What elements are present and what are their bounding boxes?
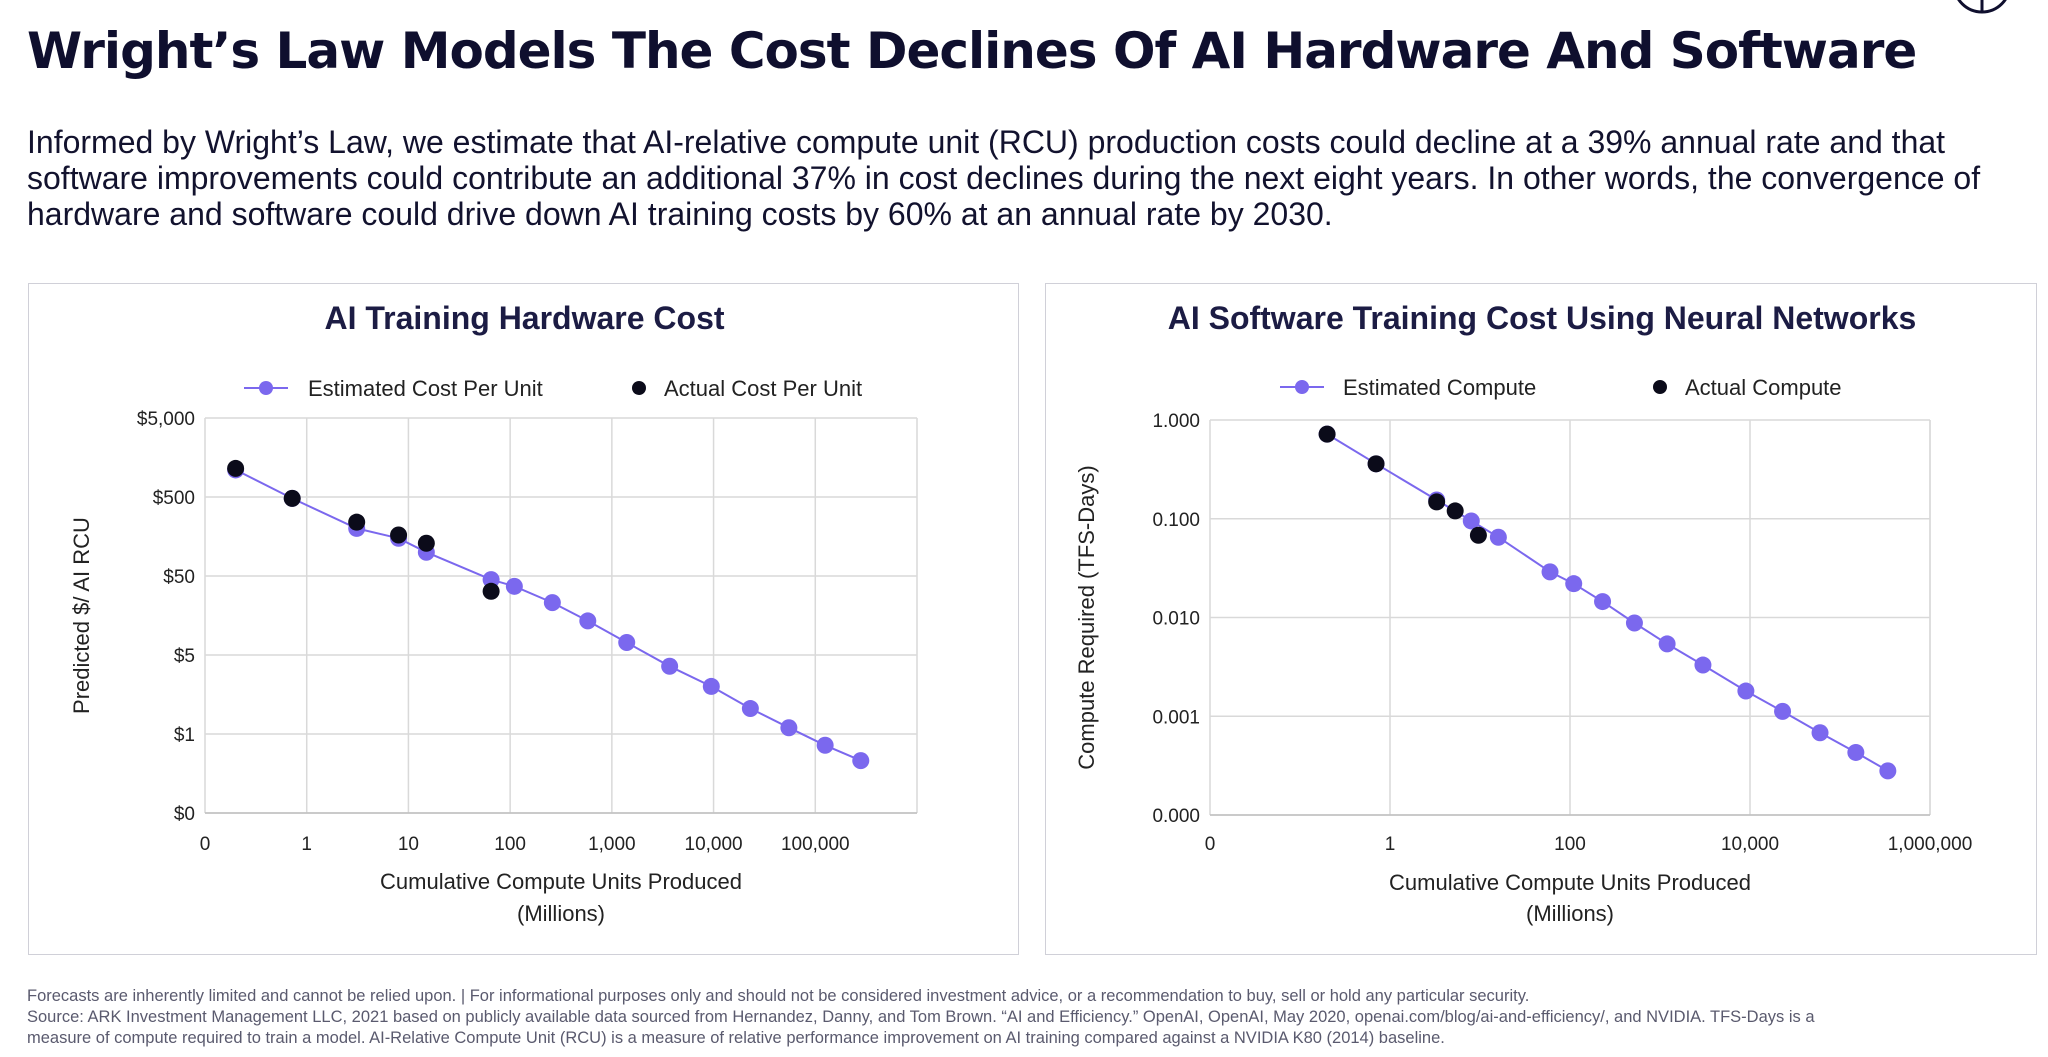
actual-data-point xyxy=(1469,526,1487,544)
estimated-data-point xyxy=(1565,575,1583,593)
source-text-continued: measure of compute required to train a m… xyxy=(27,1029,1445,1047)
x-tick-label: 0 xyxy=(200,834,211,855)
estimated-data-point xyxy=(702,677,720,695)
x-tick-label: 100 xyxy=(1554,834,1586,855)
legend-actual-marker xyxy=(632,381,646,395)
estimated-data-point xyxy=(741,700,759,718)
actual-data-point xyxy=(283,489,301,507)
estimated-data-point xyxy=(1774,702,1792,720)
x-tick-label: 100 xyxy=(494,834,526,855)
estimated-series-line xyxy=(235,469,862,762)
x-tick-label: 0 xyxy=(1205,834,1216,855)
actual-data-point xyxy=(1318,425,1336,443)
estimated-data-point xyxy=(618,633,636,651)
estimated-data-point xyxy=(1489,528,1507,546)
x-tick-label: 10,000 xyxy=(1721,834,1779,855)
y-tick-label: $50 xyxy=(163,567,195,588)
y-tick-label: 1.000 xyxy=(1152,411,1200,432)
brand-logo-icon xyxy=(1957,0,2007,14)
disclaimer-text: Forecasts are inherently limited and can… xyxy=(27,987,1530,1005)
x-tick-label: 1 xyxy=(301,834,312,855)
estimated-data-point xyxy=(505,577,523,595)
footer-notes: Forecasts are inherently limited and can… xyxy=(27,986,2027,1049)
estimated-data-point xyxy=(1847,743,1865,761)
y-axis-label: Compute Required (TFS-Days) xyxy=(1074,465,1099,769)
x-tick-label: 1,000 xyxy=(588,834,636,855)
x-axis-label: Cumulative Compute Units Produced xyxy=(1389,870,1751,895)
y-tick-label: 0.100 xyxy=(1152,510,1200,531)
y-tick-label: $1 xyxy=(174,725,195,746)
legend-actual-label: Actual Compute xyxy=(1685,375,1842,400)
y-tick-label: $5 xyxy=(174,646,195,667)
x-axis-label-units: (Millions) xyxy=(517,901,605,926)
estimated-data-point xyxy=(1694,656,1712,674)
legend-actual-marker xyxy=(1653,380,1667,394)
estimated-data-point xyxy=(1658,635,1676,653)
actual-data-point xyxy=(1428,493,1446,511)
actual-data-point xyxy=(390,526,408,544)
estimated-data-point xyxy=(852,752,870,770)
estimated-data-point xyxy=(1737,682,1755,700)
hardware-cost-chart-panel: AI Training Hardware Cost $0 $1 $5 $50 $500 $5… xyxy=(28,283,1019,955)
estimated-data-point xyxy=(579,612,597,630)
software-cost-chart-panel: AI Software Training Cost Using Neural N… xyxy=(1045,283,2037,955)
actual-data-point xyxy=(227,459,245,477)
legend-estimated-label: Estimated Compute xyxy=(1343,375,1536,400)
estimated-data-point xyxy=(661,657,679,675)
legend-estimated-marker xyxy=(1295,380,1309,394)
x-tick-label: 1 xyxy=(1385,834,1396,855)
estimated-data-point xyxy=(1462,512,1480,530)
estimated-data-point xyxy=(1879,762,1897,780)
x-tick-label: 10,000 xyxy=(685,834,743,855)
x-axis-label-units: (Millions) xyxy=(1526,901,1614,926)
estimated-data-point xyxy=(780,719,798,737)
x-tick-label: 100,000 xyxy=(781,834,850,855)
y-tick-label: $5,000 xyxy=(137,409,195,430)
estimated-data-point xyxy=(543,594,561,612)
estimated-data-point xyxy=(1541,563,1559,581)
y-tick-label: $0 xyxy=(174,804,195,825)
actual-data-point xyxy=(348,513,366,531)
estimated-data-point xyxy=(1811,724,1829,742)
y-tick-label: $500 xyxy=(153,488,195,509)
legend-estimated-label: Estimated Cost Per Unit xyxy=(308,376,543,401)
estimated-data-point xyxy=(482,571,500,589)
legend-actual-label: Actual Cost Per Unit xyxy=(664,376,862,401)
chart-svg: AI Training Hardware Cost $0 $1 $5 $50 $500 $5… xyxy=(69,300,918,926)
y-tick-label: 0.010 xyxy=(1152,609,1200,630)
x-axis-label: Cumulative Compute Units Produced xyxy=(380,869,742,894)
estimated-data-point xyxy=(1625,614,1643,632)
actual-data-point xyxy=(1446,502,1464,520)
source-text: Source: ARK Investment Management LLC, 2… xyxy=(27,1008,1815,1026)
actual-data-point xyxy=(482,582,500,600)
page-title: Wright’s Law Models The Cost Declines Of… xyxy=(27,22,1917,80)
estimated-data-point xyxy=(816,736,834,754)
page-subtitle: Informed by Wright’s Law, we estimate th… xyxy=(27,124,1981,232)
chart-title: AI Software Training Cost Using Neural N… xyxy=(1168,300,1917,336)
y-tick-label: 0.000 xyxy=(1152,806,1200,827)
actual-data-point xyxy=(417,534,435,552)
gridlines xyxy=(204,417,918,814)
legend-estimated-marker xyxy=(259,381,273,395)
actual-data-point xyxy=(1367,455,1385,473)
chart-svg: AI Software Training Cost Using Neural N… xyxy=(1074,300,1973,926)
gridlines xyxy=(1209,419,1931,816)
x-tick-label: 10 xyxy=(398,834,419,855)
y-axis-label: Predicted $/ AI RCU xyxy=(69,517,94,714)
x-tick-label: 1,000,000 xyxy=(1888,834,1973,855)
chart-title: AI Training Hardware Cost xyxy=(324,300,724,336)
estimated-data-point xyxy=(1594,593,1612,611)
y-tick-label: 0.001 xyxy=(1152,707,1200,728)
